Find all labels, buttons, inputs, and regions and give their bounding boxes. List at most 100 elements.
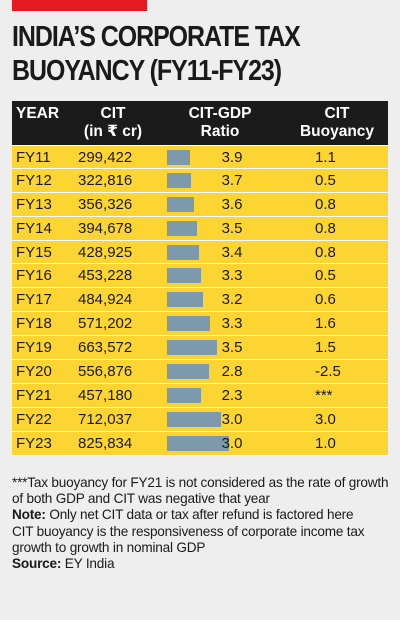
cit-value-label: 712,037 (78, 410, 133, 428)
header-buoyancy: CIT Buoyancy (297, 105, 377, 141)
note-line: Note: Only net CIT data or tax after ref… (12, 507, 392, 523)
year-cell: FY12 (16, 171, 52, 189)
cit-bar (167, 411, 221, 427)
cit-value-label: 453,228 (78, 267, 133, 285)
cit-bar (167, 364, 209, 380)
red-accent-bar (12, 0, 147, 11)
header-year-label: YEAR (16, 105, 60, 122)
table-row: FY20 556,876 2.8 -2.5 (12, 360, 388, 384)
cit-bar (167, 220, 197, 236)
buoyancy-cell: 0.5 (315, 171, 336, 189)
table-row: FY23 825,834 3.0 1.0 (12, 431, 388, 456)
notes: ***Tax buoyancy for FY21 is not consider… (12, 475, 392, 572)
year-cell: FY18 (16, 315, 52, 333)
cit-value-label: 394,678 (78, 219, 133, 237)
cit-bar (167, 292, 204, 308)
table-row: FY19 663,572 3.5 1.5 (12, 336, 388, 361)
buoyancy-cell: 1.1 (315, 149, 336, 166)
ratio-cell: 3.0 (221, 410, 243, 428)
header-ratio: CIT-GDP Ratio (180, 105, 260, 141)
ratio-cell: 3.3 (221, 267, 243, 285)
header-cit-unit: (in ₹ cr) (83, 123, 143, 140)
ratio-cell: 3.6 (221, 195, 243, 213)
buoyancy-cell: 3.0 (315, 410, 336, 428)
table-row: FY16 453,228 3.3 0.5 (12, 264, 388, 289)
buoyancy-cell: *** (315, 386, 333, 404)
ratio-cell: 3.4 (221, 243, 243, 261)
header-buoyancy-sub: Buoyancy (299, 123, 375, 140)
ratio-cell: 2.3 (221, 386, 243, 404)
header-ratio-sub: Ratio (200, 123, 240, 140)
year-cell: FY21 (16, 386, 52, 404)
year-cell: FY19 (16, 339, 52, 357)
buoyancy-cell: 1.5 (315, 339, 336, 357)
cit-bar (167, 340, 217, 356)
cit-bar (167, 172, 192, 188)
table-row: FY12 322,816 3.7 0.5 (12, 168, 388, 193)
header-ratio-label: CIT-GDP (188, 105, 252, 122)
year-cell: FY22 (16, 410, 52, 428)
year-cell: FY20 (16, 363, 52, 381)
cit-bar (167, 244, 200, 260)
cit-value-label: 571,202 (78, 315, 133, 333)
ratio-cell: 3.7 (221, 171, 243, 189)
note-label: Note: (12, 507, 46, 523)
table-row: FY17 484,924 3.2 0.6 (12, 288, 388, 313)
cit-value-label: 663,572 (78, 339, 133, 357)
year-cell: FY17 (16, 291, 52, 309)
buoyancy-cell: 1.6 (315, 315, 336, 333)
table-row: FY18 571,202 3.3 1.6 (12, 312, 388, 337)
footnote: ***Tax buoyancy for FY21 is not consider… (12, 475, 389, 507)
ratio-cell: 3.5 (221, 219, 243, 237)
source-line: Source: EY India (12, 556, 392, 572)
cit-bar (167, 316, 210, 332)
cit-value-label: 825,834 (78, 434, 133, 452)
cit-value-label: 457,180 (78, 386, 133, 404)
chart-title: INDIA’S CORPORATE TAX BUOYANCY (FY11-FY2… (12, 20, 335, 88)
buoyancy-cell: 0.8 (315, 243, 336, 261)
cit-value-label: 299,422 (78, 149, 133, 166)
cit-bar (167, 196, 194, 212)
cit-bar (167, 435, 229, 451)
cit-value-label: 356,326 (78, 195, 133, 213)
data-table: YEAR CIT (in ₹ cr) CIT-GDP Ratio CIT Buo… (12, 101, 388, 456)
year-cell: FY13 (16, 195, 52, 213)
ratio-cell: 3.9 (221, 149, 243, 166)
cit-bar (167, 150, 190, 165)
ratio-cell: 3.2 (221, 291, 243, 309)
cit-value-label: 556,876 (78, 363, 133, 381)
table-row: FY21 457,180 2.3 *** (12, 383, 388, 408)
definition: CIT buoyancy is the responsiveness of co… (12, 523, 365, 555)
buoyancy-cell: 0.6 (315, 291, 336, 309)
title-line-1: INDIA’S CORPORATE TAX (12, 21, 301, 53)
table-row: FY11 299,422 3.9 1.1 (12, 145, 388, 169)
buoyancy-cell: 1.0 (315, 434, 336, 452)
ratio-cell: 2.8 (221, 363, 243, 381)
ratio-cell: 3.5 (221, 339, 243, 357)
header-cit-label: CIT (100, 105, 126, 122)
title-line-2: BUOYANCY (FY11-FY23) (12, 55, 282, 87)
note-text: Only net CIT data or tax after refund is… (45, 507, 354, 523)
year-cell: FY11 (16, 149, 51, 166)
cit-value-label: 322,816 (78, 171, 133, 189)
cit-value-label: 484,924 (78, 291, 133, 309)
table-header: YEAR CIT (in ₹ cr) CIT-GDP Ratio CIT Buo… (12, 101, 388, 145)
cit-bar (167, 268, 201, 284)
ratio-cell: 3.0 (221, 434, 243, 452)
table-row: FY15 428,925 3.4 0.8 (12, 240, 388, 265)
header-cit: CIT (in ₹ cr) (78, 105, 148, 141)
table-row: FY13 356,326 3.6 0.8 (12, 192, 388, 217)
cit-bar (167, 387, 202, 403)
buoyancy-cell: 0.8 (315, 219, 336, 237)
ratio-cell: 3.3 (221, 315, 243, 333)
buoyancy-cell: 0.8 (315, 195, 336, 213)
cit-value-label: 428,925 (78, 243, 133, 261)
year-cell: FY14 (16, 219, 52, 237)
table-row: FY14 394,678 3.5 0.8 (12, 216, 388, 241)
year-cell: FY15 (16, 243, 52, 261)
source-text: EY India (61, 556, 115, 572)
table-body: FY11 299,422 3.9 1.1 FY12 322,816 3.7 0.5 FY13 35… (12, 145, 388, 456)
year-cell: FY23 (16, 434, 52, 452)
header-year: YEAR (16, 105, 59, 123)
year-cell: FY16 (16, 267, 52, 285)
